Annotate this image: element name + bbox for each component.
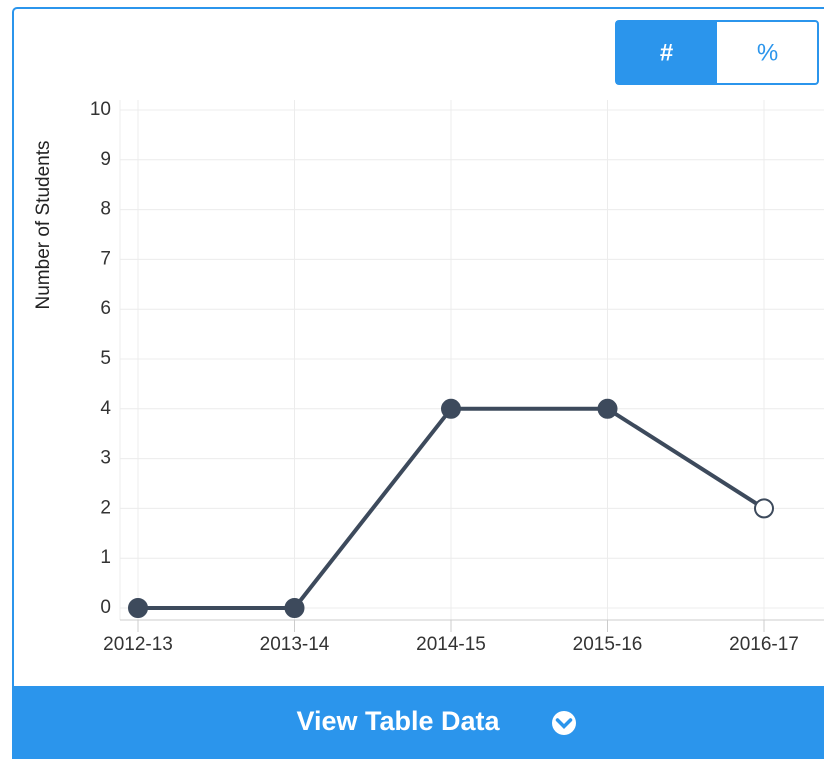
data-point — [441, 398, 461, 419]
x-tick-label: 2013-14 — [260, 634, 330, 655]
y-axis-label: Number of Students — [33, 141, 54, 310]
card-border — [12, 7, 824, 759]
data-point — [597, 398, 618, 419]
y-tick-label: 5 — [100, 348, 111, 369]
y-tick-label: 3 — [100, 448, 111, 469]
data-point — [128, 598, 148, 618]
y-tick-label: 10 — [90, 99, 111, 120]
y-tick-label: 0 — [100, 597, 111, 618]
toggle-label[interactable]: % — [757, 39, 778, 66]
data-point — [754, 498, 774, 519]
plot: 0 1 2 3 4 5 6 7 8 9 10 2012-13 2013-14 2014-15 2015-16… — [90, 99, 824, 655]
chevron-icon[interactable] — [552, 711, 576, 735]
toggle-label[interactable]: # — [660, 39, 673, 66]
button-label[interactable]: View Table Data — [296, 706, 500, 736]
x-tick-label: 2012-13 — [103, 634, 173, 655]
y-tick-label: 2 — [100, 497, 111, 518]
data-point — [284, 598, 305, 618]
y-tick-label: 9 — [100, 149, 111, 170]
view-table-button[interactable] — [12, 686, 824, 759]
x-tick-label: 2016-17 — [729, 634, 799, 655]
y-tick-label: 4 — [100, 398, 111, 419]
toggle: #% — [615, 20, 819, 85]
toggle-border — [615, 20, 819, 85]
x-tick-label: 2015-16 — [573, 634, 643, 655]
chevron — [555, 718, 573, 729]
toggle-option[interactable] — [616, 21, 717, 84]
y-tick-label: 6 — [100, 298, 111, 319]
y-tick-label: 7 — [100, 248, 111, 269]
y-tick-label: 1 — [100, 547, 111, 568]
x-tick-label: 2014-15 — [416, 634, 486, 655]
toggle-option[interactable] — [717, 21, 818, 84]
y-tick-label: 8 — [100, 199, 111, 220]
